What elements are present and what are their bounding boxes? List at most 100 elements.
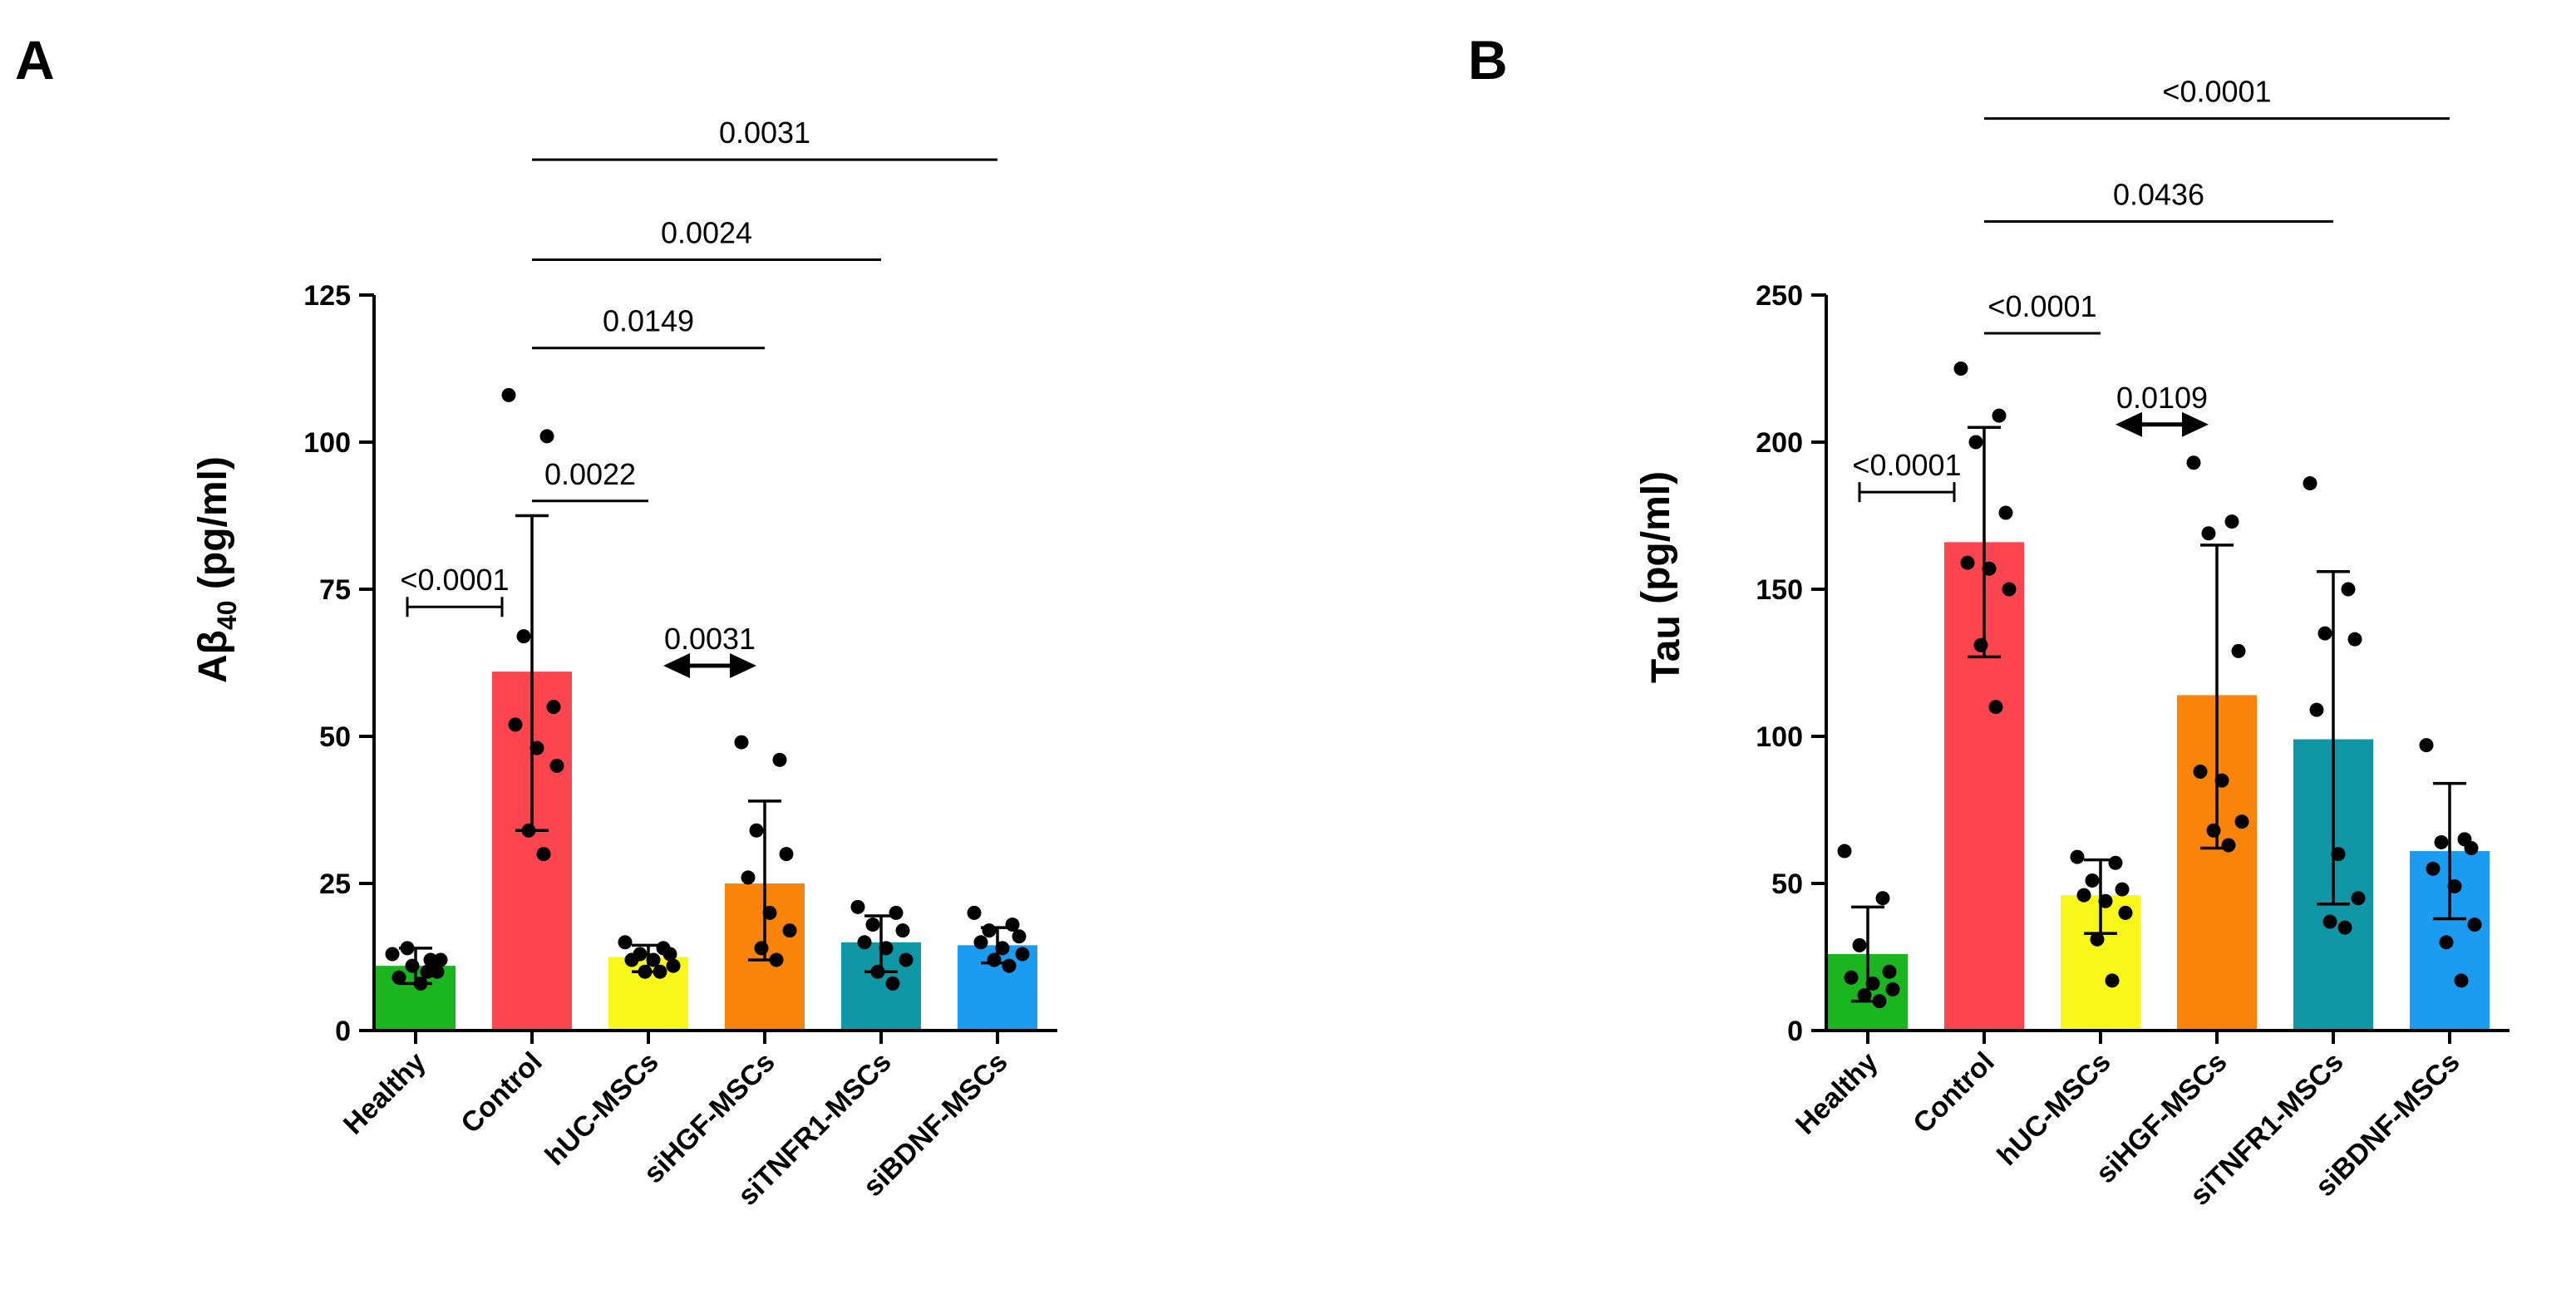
panel-a-point bbox=[885, 976, 900, 991]
panel-b-bars bbox=[1828, 542, 2490, 1031]
panel-b-ylabel-space bbox=[1634, 604, 1678, 615]
panel-b-y-tick-label: 150 bbox=[1756, 574, 1803, 606]
panel-a-error-bar bbox=[399, 947, 432, 986]
panel-a-point bbox=[516, 629, 531, 644]
panel-b-point bbox=[2439, 935, 2454, 950]
panel-b-point bbox=[1968, 435, 1983, 450]
panel-b-category-label: Control bbox=[1907, 1046, 2000, 1139]
panel-b-y-tick-label: 250 bbox=[1756, 280, 1803, 312]
panel-a-point bbox=[850, 899, 865, 914]
panel-a-error-bar bbox=[515, 514, 549, 833]
panel-a-point bbox=[754, 941, 769, 956]
panel-b-point bbox=[2115, 882, 2130, 897]
panel-b-point bbox=[2193, 764, 2208, 779]
panel-a-point bbox=[392, 970, 406, 985]
panel-b-point bbox=[2347, 632, 2362, 647]
panel-b-point bbox=[2454, 973, 2469, 988]
panel-a-letter: A bbox=[15, 29, 55, 91]
panel-a-y-tick-label: 125 bbox=[303, 280, 351, 312]
panel-b-point bbox=[2464, 841, 2479, 856]
panel-a-category-label: hUC-MSCs bbox=[539, 1046, 665, 1172]
panel-b-point bbox=[1844, 970, 1859, 985]
panel-a-y-tick-label: 75 bbox=[319, 574, 351, 606]
panel-b-point bbox=[2224, 514, 2239, 529]
panel-b-point bbox=[1852, 937, 1867, 952]
panel-a-point bbox=[1015, 947, 1030, 962]
panel-b-point bbox=[1960, 555, 1975, 570]
panel-a-category-label: Healthy bbox=[337, 1046, 432, 1141]
panel-b-point bbox=[1992, 408, 2007, 423]
panel-b-arrow-head-left bbox=[2115, 411, 2142, 437]
panel-a-p-value: 0.0149 bbox=[603, 304, 694, 338]
panel-b-y-axis-label: Tau (pg/ml) bbox=[1634, 471, 1688, 683]
panel-b-point bbox=[2201, 526, 2216, 541]
panel-a-point bbox=[782, 923, 797, 938]
panel-b-point bbox=[2105, 973, 2120, 988]
panel-a: A Aβ40 (pg/ml) 0 25 50 75 100 125 Healthy Contr… bbox=[15, 29, 1057, 1212]
panel-b-point bbox=[1973, 637, 1988, 652]
panel-b-y-tick-label: 200 bbox=[1756, 427, 1803, 459]
panel-b-point bbox=[2221, 838, 2236, 853]
panel-a-point bbox=[508, 717, 523, 732]
panel-a-y-axis-label: Aβ40 (pg/ml) bbox=[191, 456, 242, 683]
panel-b-point bbox=[2085, 873, 2100, 888]
panel-a-point bbox=[889, 905, 904, 920]
panel-a-point bbox=[420, 964, 435, 979]
panel-a-point bbox=[618, 935, 633, 950]
panel-b-point bbox=[2351, 891, 2366, 906]
panel-b-p-value: <0.0001 bbox=[1852, 448, 1961, 482]
panel-a-point bbox=[865, 918, 880, 932]
panel-b-category-label: Healthy bbox=[1790, 1046, 1884, 1141]
panel-b-point bbox=[2090, 932, 2105, 947]
panel-b: B Tau (pg/ml) 0 50 100 150 200 250 Healthy Cont… bbox=[1468, 29, 2510, 1212]
panel-a-point bbox=[662, 947, 677, 962]
panel-b-point bbox=[2337, 920, 2352, 935]
panel-b-ylabel-main: Tau bbox=[1644, 615, 1688, 683]
panel-a-point bbox=[1012, 929, 1027, 944]
panel-a-point bbox=[741, 870, 756, 885]
panel-a-error-bar bbox=[748, 800, 781, 962]
panel-a-point bbox=[433, 952, 448, 967]
panel-a-y-tick-label: 25 bbox=[319, 868, 351, 900]
panel-b-point bbox=[2070, 849, 2085, 864]
panel-a-point bbox=[549, 758, 564, 773]
panel-b-point bbox=[1885, 982, 1900, 996]
panel-b-point bbox=[2118, 905, 2133, 920]
panel-b-y-tick-label: 50 bbox=[1771, 868, 1803, 900]
panel-a-point bbox=[899, 952, 914, 967]
panel-b-point bbox=[2076, 888, 2091, 903]
panel-a-error-bars bbox=[399, 514, 1014, 986]
panel-b-p-value: 0.0109 bbox=[2116, 381, 2208, 415]
panel-a-bars bbox=[376, 672, 1037, 1031]
panel-a-error-bar bbox=[864, 914, 898, 973]
panel-a-p-value: 0.0031 bbox=[719, 116, 810, 150]
panel-a-point bbox=[973, 935, 988, 950]
panel-b-point bbox=[2206, 823, 2221, 838]
panel-b-error-bars bbox=[1851, 426, 2466, 1003]
panel-b-point bbox=[1837, 844, 1852, 859]
panel-b-ylabel-unit: (pg/ml) bbox=[1634, 471, 1678, 604]
panel-a-y-tick-label: 50 bbox=[319, 721, 351, 753]
panel-a-ylabel-unit: (pg/ml) bbox=[191, 456, 235, 589]
panel-b-point bbox=[2186, 455, 2201, 470]
panel-a-error-bar bbox=[981, 926, 1014, 965]
panel-a-point bbox=[666, 958, 681, 973]
panel-a-point bbox=[546, 700, 561, 715]
panel-b-category-label: hUC-MSCs bbox=[1992, 1046, 2117, 1172]
panel-b-error-bar bbox=[1851, 905, 1884, 1003]
panel-a-point bbox=[749, 823, 764, 838]
panel-a-point bbox=[430, 964, 445, 979]
panel-a-point bbox=[987, 952, 1002, 967]
panel-a-y-tick-label: 0 bbox=[335, 1016, 351, 1047]
panel-b-point bbox=[2002, 582, 2017, 597]
panel-a-point bbox=[385, 947, 400, 962]
panel-b-point bbox=[2309, 702, 2324, 717]
panel-a-point bbox=[536, 847, 551, 862]
panel-a-point bbox=[772, 752, 787, 767]
panel-a-y-tick-label: 100 bbox=[303, 427, 351, 459]
panel-b-p-value: <0.0001 bbox=[2162, 75, 2271, 109]
panel-a-p-value: 0.0024 bbox=[661, 216, 752, 250]
panel-b-point bbox=[2426, 861, 2441, 876]
